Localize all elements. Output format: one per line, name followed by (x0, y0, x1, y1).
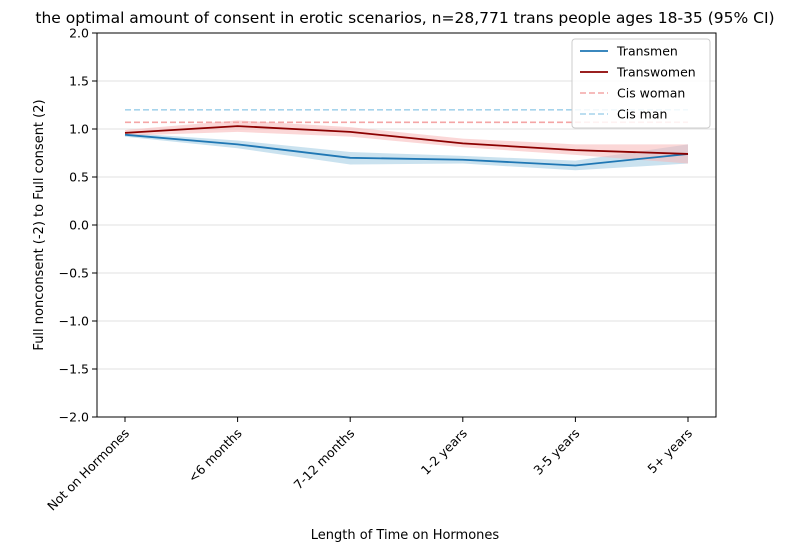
x-tick-label: Not on Hormones (44, 426, 132, 514)
ci-band-transmen (125, 132, 688, 171)
series-line-transmen (124, 133, 689, 167)
confidence-bands (125, 120, 688, 171)
legend: Transmen Transwomen Cis woman Cis man (571, 38, 711, 129)
legend-label: Cis man (617, 107, 667, 122)
y-tick-label: 0.5 (69, 170, 89, 185)
legend-box (571, 38, 711, 129)
y-tick-label: −1.5 (59, 362, 89, 377)
x-tick-label: <6 months (185, 426, 245, 486)
x-axis: Not on Hormones <6 months 7-12 months 1-2 y… (44, 417, 695, 513)
series-line-transwomen (124, 125, 689, 155)
y-tick-label: −2.0 (59, 410, 89, 425)
x-tick-label: 5+ years (644, 426, 695, 477)
legend-label: Transmen (616, 44, 678, 59)
ci-band-transwomen (125, 120, 688, 164)
x-tick-label: 3-5 years (530, 426, 582, 478)
y-tick-label: 1.0 (69, 122, 89, 137)
legend-label: Transwomen (616, 65, 696, 80)
x-tick-label: 7-12 months (291, 426, 358, 493)
legend-label: Cis woman (617, 86, 685, 101)
y-axis: −2.0 −1.5 −1.0 −0.5 0.0 0.5 1.0 1.5 2.0 (59, 26, 97, 425)
x-axis-label: Length of Time on Hormones (311, 528, 500, 543)
y-tick-label: −1.0 (59, 314, 89, 329)
y-tick-label: 2.0 (69, 26, 89, 41)
y-tick-label: −0.5 (59, 266, 89, 281)
x-tick-label: 1-2 years (418, 426, 470, 478)
y-tick-label: 0.0 (69, 218, 89, 233)
chart-title: the optimal amount of consent in erotic … (35, 9, 774, 27)
y-axis-label: Full nonconsent (-2) to Full consent (2) (32, 99, 47, 350)
y-tick-label: 1.5 (69, 74, 89, 89)
